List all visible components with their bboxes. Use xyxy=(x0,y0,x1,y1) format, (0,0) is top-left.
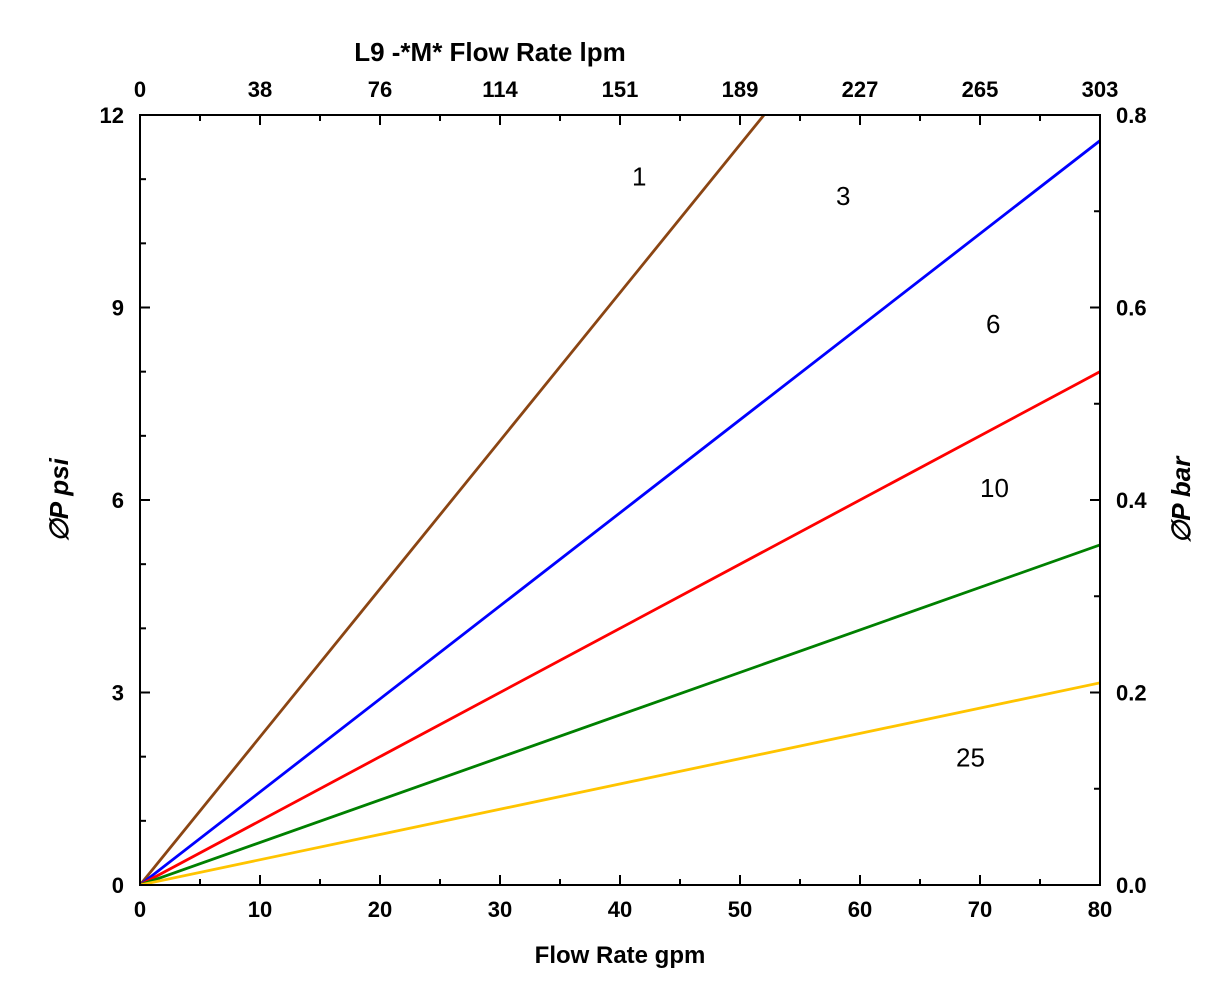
top-axis-label: L9 -*M* Flow Rate lpm xyxy=(354,37,626,67)
top-tick-label: 151 xyxy=(602,77,639,102)
top-tick-label: 189 xyxy=(722,77,759,102)
bottom-tick-label: 80 xyxy=(1088,897,1112,922)
left-tick-label: 3 xyxy=(112,681,124,706)
bottom-tick-label: 0 xyxy=(134,897,146,922)
top-tick-label: 0 xyxy=(134,77,146,102)
bottom-tick-label: 20 xyxy=(368,897,392,922)
left-tick-label: 9 xyxy=(112,296,124,321)
right-tick-label: 0.8 xyxy=(1116,103,1147,128)
top-tick-label: 114 xyxy=(482,77,518,102)
series-label-10: 10 xyxy=(980,473,1009,503)
left-tick-label: 0 xyxy=(112,873,124,898)
top-tick-label: 227 xyxy=(842,77,879,102)
right-axis-label: ∅P bar xyxy=(1166,455,1196,544)
flow-rate-chart: 01020304050607080Flow Rate gpm0387611415… xyxy=(0,0,1226,1000)
bottom-tick-label: 50 xyxy=(728,897,752,922)
series-label-25: 25 xyxy=(956,742,985,772)
bottom-tick-label: 10 xyxy=(248,897,272,922)
series-label-6: 6 xyxy=(986,309,1000,339)
right-tick-label: 0.0 xyxy=(1116,873,1147,898)
top-tick-label: 265 xyxy=(962,77,999,102)
right-tick-label: 0.6 xyxy=(1116,296,1147,321)
left-tick-label: 6 xyxy=(112,488,124,513)
top-tick-label: 38 xyxy=(248,77,272,102)
left-axis-label: ∅P psi xyxy=(44,457,74,542)
bottom-tick-label: 60 xyxy=(848,897,872,922)
bottom-tick-label: 30 xyxy=(488,897,512,922)
chart-container: 01020304050607080Flow Rate gpm0387611415… xyxy=(0,0,1226,1000)
series-label-1: 1 xyxy=(632,162,646,192)
top-tick-label: 303 xyxy=(1082,77,1119,102)
left-tick-label: 12 xyxy=(100,103,124,128)
right-tick-label: 0.2 xyxy=(1116,681,1147,706)
right-tick-label: 0.4 xyxy=(1116,488,1147,513)
top-tick-label: 76 xyxy=(368,77,392,102)
bottom-tick-label: 70 xyxy=(968,897,992,922)
bottom-tick-label: 40 xyxy=(608,897,632,922)
bottom-axis-label: Flow Rate gpm xyxy=(535,942,706,969)
series-label-3: 3 xyxy=(836,181,850,211)
